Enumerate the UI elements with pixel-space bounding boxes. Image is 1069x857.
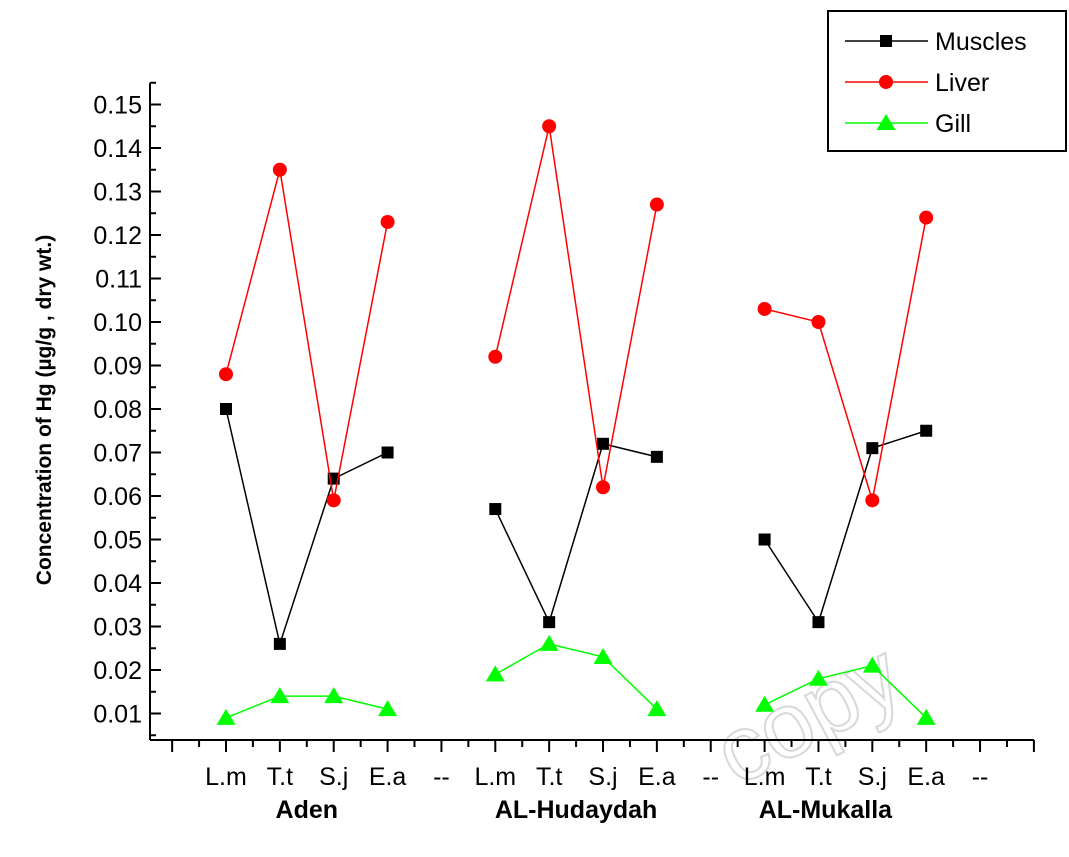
muscles-line [494,442,658,625]
y-tick-label: 0.06 [93,483,142,511]
liver-point [326,493,341,508]
x-tick-label: T.t [805,763,831,791]
gill-point [647,700,667,717]
legend-box [827,10,1067,152]
y-tick-label: 0.10 [93,309,142,337]
liver-point [219,367,233,382]
y-tick-label: 0.02 [93,657,142,685]
muscles-line [763,430,927,624]
y-tick-label: 0.15 [93,92,142,120]
gill-point [755,695,775,712]
y-axis-label: Concentration of Hg (µg/g , dry wt.) [33,235,56,585]
group-label: AL-Hudaydah [495,796,658,824]
y-tick-label: 0.03 [93,614,142,642]
legend-gill-label: Gill [935,110,971,138]
x-tick-label: S.j [319,763,348,791]
gill-line [494,643,658,710]
gill-point [270,687,290,704]
y-tick-label: 0.12 [93,222,142,250]
legend-liver-label: Liver [935,69,989,97]
y-tick-label: 0.07 [93,440,142,468]
liver-point [865,493,880,508]
liver-point [811,315,826,329]
x-tick-label: L.m [744,763,786,791]
liver-point [542,119,557,134]
muscles-point [650,450,663,463]
y-tick-label: 0.14 [93,135,142,163]
y-tick-label: 0.01 [93,701,142,729]
axes: 0.01 0.02 0.03 0.04 0.05 0.06 0.07 0.08 0.09 0.10… [93,81,1035,824]
muscles-point [543,616,556,629]
y-tick-label: 0.09 [93,353,142,381]
x-tick-label: T.t [267,763,293,791]
liver-line [764,217,927,501]
liver-point [596,480,611,495]
group-label: AL-Mukalla [759,796,893,824]
gill-point [808,669,828,686]
muscles-line [225,408,388,647]
group-label: Aden [276,796,339,824]
muscles-point [489,503,502,516]
gill-line [225,695,388,719]
liver-point [380,214,395,229]
x-tick-label: -- [433,763,450,791]
gill-point [324,687,344,704]
liver-point [272,162,287,177]
x-tick-label: -- [702,763,719,791]
gill-point [378,700,398,717]
y-tick-label: 0.13 [93,179,142,207]
x-tick-label: T.t [536,763,562,791]
legend-muscles-label: Muscles [935,28,1027,56]
x-tick-label: L.m [474,763,516,791]
liver-point [919,210,934,225]
x-tick-label: E.a [638,763,676,791]
legend-gill-marker [876,114,896,130]
y-tick-label: 0.04 [93,570,142,598]
x-tick-label: S.j [858,763,887,791]
x-tick-label: L.m [205,763,247,791]
gill-point [862,656,882,673]
muscles-point [597,437,610,450]
y-tick-label: 0.11 [95,266,142,294]
x-tick-label: E.a [907,763,945,791]
legend-liver-marker [879,75,893,89]
liver-point [649,197,664,212]
x-tick-label: E.a [369,763,407,791]
legend-muscles-marker [880,35,892,47]
liver-line [494,126,658,488]
muscles-point [812,616,825,629]
gill-point [216,708,236,725]
liver-point [488,349,503,364]
liver-line [225,169,389,501]
gill-point [916,708,936,725]
y-tick-label: 0.08 [93,396,142,424]
gill-point [485,665,505,682]
legend: Muscles Liver Gill [827,10,1067,152]
muscles-point [381,446,394,459]
gill-point [593,647,613,664]
liver-point [757,301,772,316]
x-tick-label: S.j [588,763,617,791]
muscles-point [920,424,933,437]
gill-point [539,634,559,651]
gill-line [764,664,927,719]
muscles-point [866,442,879,455]
plot-area [216,119,936,725]
x-tick-label: -- [972,763,989,791]
muscles-point [758,533,771,546]
muscles-point [273,637,286,650]
muscles-point [220,403,232,415]
y-tick-label: 0.05 [93,527,142,555]
